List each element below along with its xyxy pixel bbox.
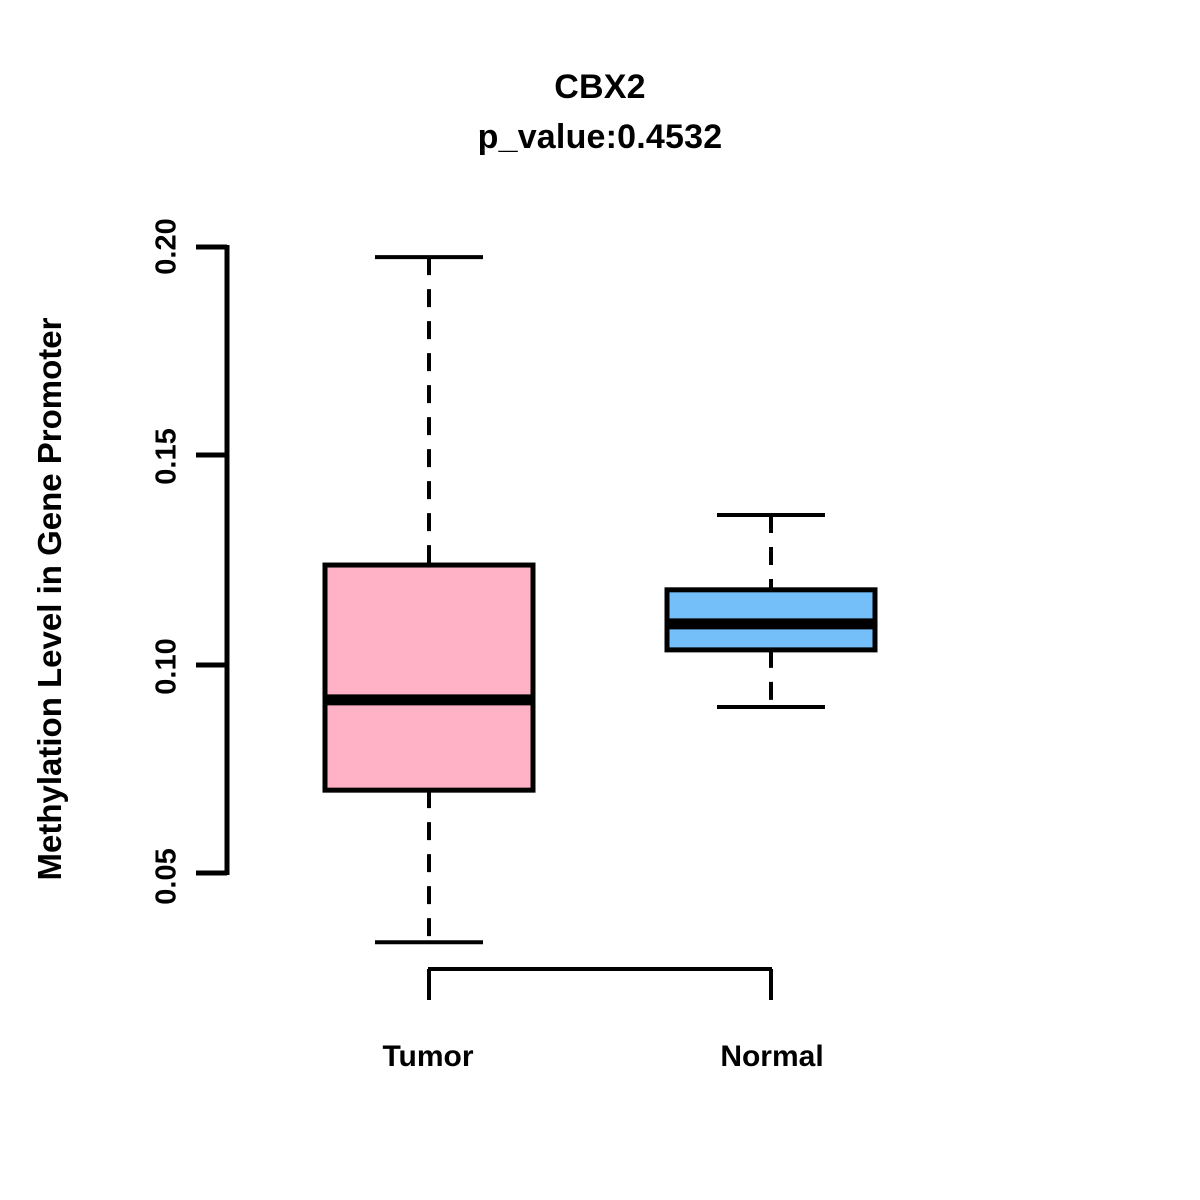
chart-title: CBX2 bbox=[554, 68, 646, 106]
box-normal bbox=[664, 513, 878, 709]
x-axis bbox=[427, 967, 773, 1000]
chart-subtitle-pvalue: p_value:0.4532 bbox=[477, 118, 723, 156]
y-axis bbox=[196, 244, 230, 876]
x-tick-label-tumor: Tumor bbox=[382, 1040, 474, 1073]
box-rect-tumor bbox=[322, 562, 536, 793]
x-tick-label-normal: Normal bbox=[720, 1040, 824, 1073]
box-tumor bbox=[322, 255, 536, 945]
